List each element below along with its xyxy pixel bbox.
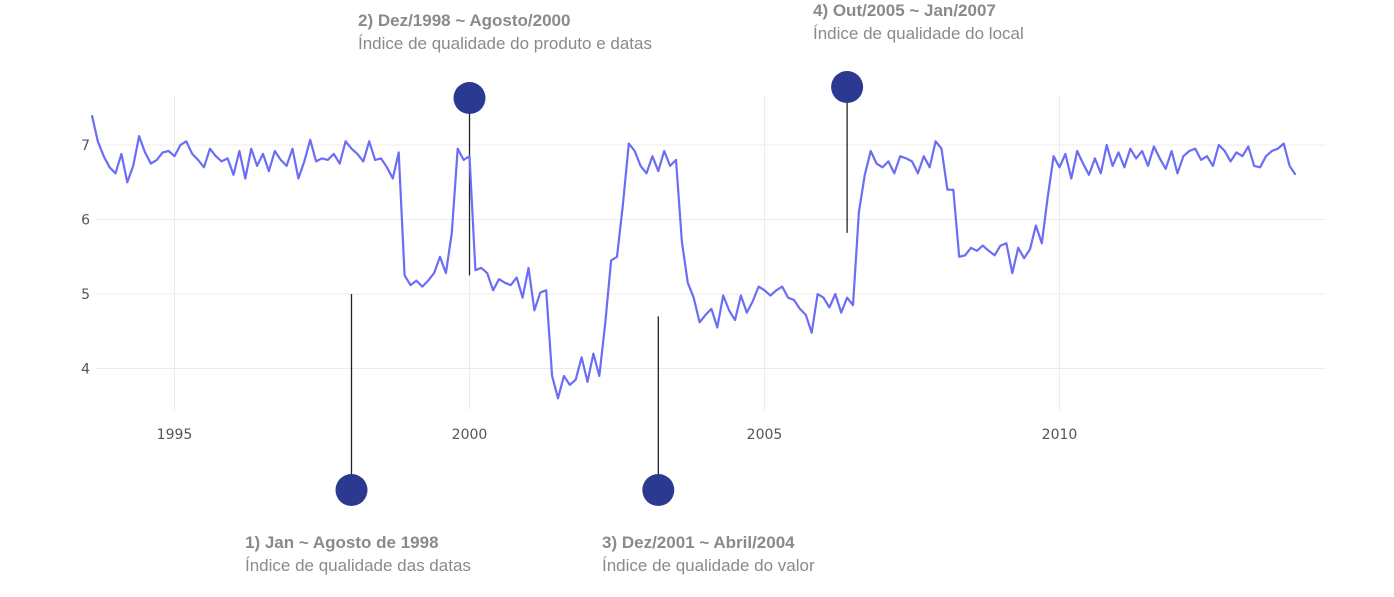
axis-ticks: 1995 2000 2005 2010 4 5 6 7 xyxy=(81,138,1077,443)
annotation-2-desc: Índice de qualidade do produto e datas xyxy=(358,34,652,53)
annotation-3-desc: Índice de qualidade do valor xyxy=(602,556,815,575)
y-tick-label: 5 xyxy=(81,287,90,303)
annotation-1-desc: Índice de qualidade das datas xyxy=(245,556,471,575)
annotation-1: 1) Jan ~ Agosto de 1998 Índice de qualid… xyxy=(245,532,471,578)
annotation-4-desc: Índice de qualidade do local xyxy=(813,24,1024,43)
x-tick-label: 2000 xyxy=(452,427,488,443)
annotation-marker xyxy=(453,82,486,114)
annotation-1-title: 1) Jan ~ Agosto de 1998 xyxy=(245,533,439,552)
annotation-2: 2) Dez/1998 ~ Agosto/2000 Índice de qual… xyxy=(358,10,652,56)
series-line xyxy=(90,114,1297,400)
y-tick-label: 6 xyxy=(81,213,90,229)
y-tick-label: 4 xyxy=(81,362,90,378)
x-tick-label: 2005 xyxy=(747,427,783,443)
annotation-connectors xyxy=(350,87,848,490)
annotation-4-title: 4) Out/2005 ~ Jan/2007 xyxy=(813,1,996,20)
x-tick-label: 2010 xyxy=(1042,427,1078,443)
gridlines xyxy=(96,95,1326,410)
x-tick-label: 1995 xyxy=(157,427,193,443)
annotation-marker xyxy=(335,474,368,506)
annotation-markers xyxy=(335,71,864,506)
y-tick-label: 7 xyxy=(81,138,90,154)
annotation-4: 4) Out/2005 ~ Jan/2007 Índice de qualida… xyxy=(813,0,1024,46)
annotation-marker xyxy=(831,71,864,103)
annotation-3-title: 3) Dez/2001 ~ Abril/2004 xyxy=(602,533,795,552)
annotation-2-title: 2) Dez/1998 ~ Agosto/2000 xyxy=(358,11,571,30)
annotation-3: 3) Dez/2001 ~ Abril/2004 Índice de quali… xyxy=(602,532,815,578)
annotation-marker xyxy=(642,474,675,506)
